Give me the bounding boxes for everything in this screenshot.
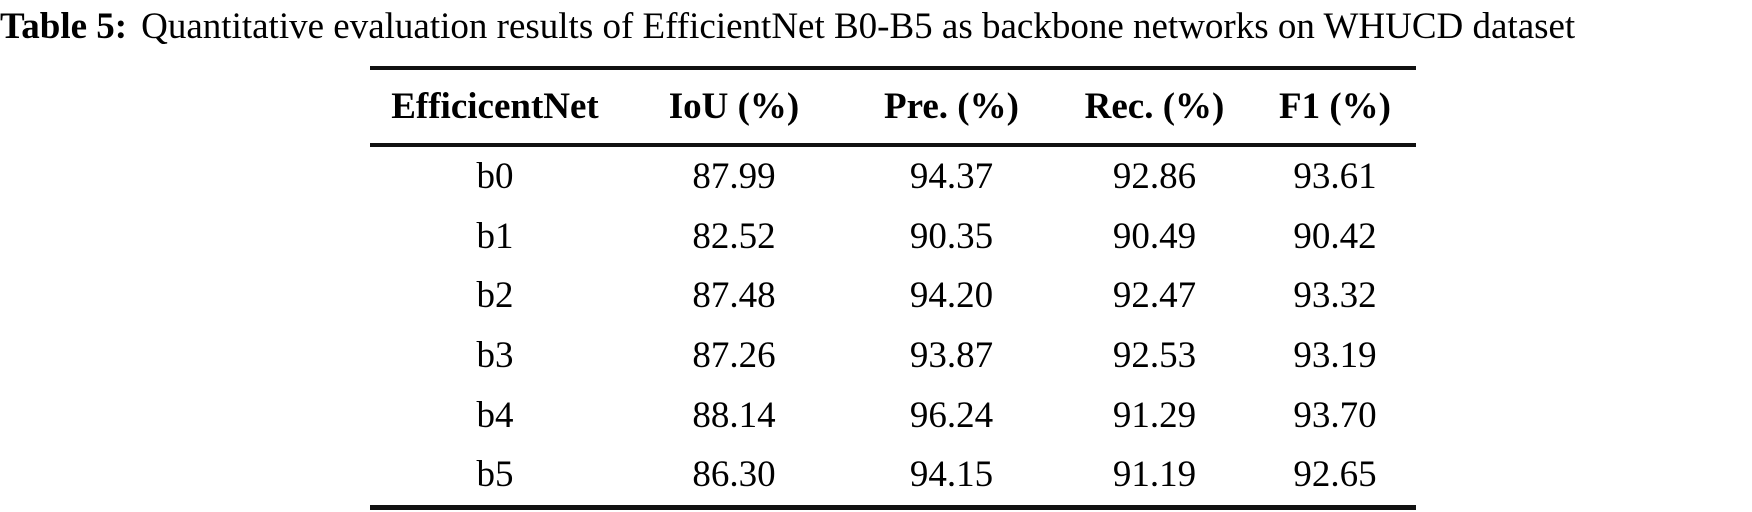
cell-iou: 82.52 xyxy=(692,215,776,257)
cell-f1: 93.32 xyxy=(1293,275,1377,317)
table-caption: Table 5: Quantitative evaluation results … xyxy=(0,4,1752,50)
table-row-b4: b4 88.14 96.24 91.29 93.70 xyxy=(370,385,1416,445)
cell-recall: 90.49 xyxy=(1112,215,1197,257)
cell-recall: 92.53 xyxy=(1112,335,1197,377)
table-row-b0: b0 87.99 94.37 92.86 93.61 xyxy=(370,147,1416,207)
cell-precision: 93.87 xyxy=(909,335,994,377)
table-row-b1: b1 82.52 90.35 90.49 90.42 xyxy=(370,207,1416,267)
cell-precision: 96.24 xyxy=(909,394,994,436)
cell-backbone: b1 xyxy=(476,215,514,257)
cell-iou: 87.26 xyxy=(692,335,776,377)
cell-f1: 93.61 xyxy=(1293,156,1377,198)
cell-backbone: b0 xyxy=(476,156,514,198)
header-precision: Pre. (%) xyxy=(884,86,1019,127)
cell-iou: 88.14 xyxy=(692,394,776,436)
cell-precision: 90.35 xyxy=(909,215,994,257)
cell-f1: 93.70 xyxy=(1293,394,1377,436)
cell-iou: 87.48 xyxy=(692,275,776,317)
table-caption-label: Table 5: xyxy=(0,6,128,47)
table-row-b2: b2 87.48 94.20 92.47 93.32 xyxy=(370,266,1416,326)
table-row-b5: b5 86.30 94.15 91.19 92.65 xyxy=(370,445,1416,505)
cell-f1: 90.42 xyxy=(1293,215,1377,257)
cell-backbone: b5 xyxy=(476,454,514,496)
cell-iou: 86.30 xyxy=(692,454,776,496)
cell-backbone: b2 xyxy=(476,275,514,317)
cell-recall: 92.86 xyxy=(1112,156,1197,198)
cell-precision: 94.15 xyxy=(909,454,994,496)
cell-f1: 93.19 xyxy=(1293,335,1377,377)
header-recall: Rec. (%) xyxy=(1084,86,1225,127)
cell-recall: 92.47 xyxy=(1112,275,1197,317)
table-row-b3: b3 87.26 93.87 92.53 93.19 xyxy=(370,326,1416,386)
table-caption-text: Quantitative evaluation results of Effic… xyxy=(141,6,1576,47)
cell-f1: 92.65 xyxy=(1293,454,1377,496)
cell-backbone: b4 xyxy=(476,394,514,436)
results-table: EfficicentNet IoU (%) Pre. (%) Rec. (%) … xyxy=(370,66,1416,510)
header-iou: IoU (%) xyxy=(668,86,800,127)
header-f1: F1 (%) xyxy=(1279,86,1391,127)
cell-backbone: b3 xyxy=(476,335,514,377)
table-header-row: EfficicentNet IoU (%) Pre. (%) Rec. (%) … xyxy=(370,70,1416,147)
cell-precision: 94.37 xyxy=(909,156,994,198)
cell-iou: 87.99 xyxy=(692,156,776,198)
cell-recall: 91.29 xyxy=(1112,394,1197,436)
cell-recall: 91.19 xyxy=(1112,454,1197,496)
cell-precision: 94.20 xyxy=(909,275,994,317)
header-backbone: EfficicentNet xyxy=(391,86,599,127)
